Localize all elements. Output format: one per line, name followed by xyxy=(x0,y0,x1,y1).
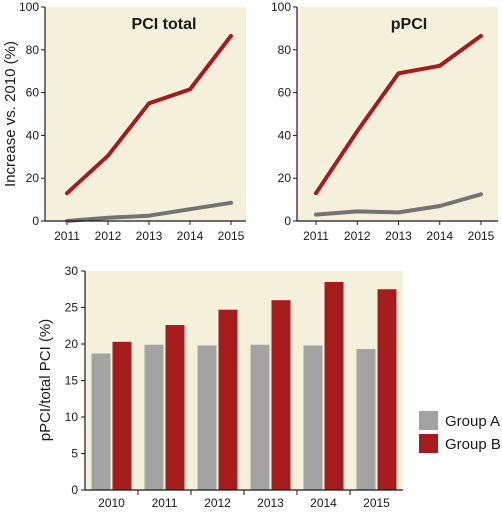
bar-group-a xyxy=(303,345,323,490)
series-line-group-a xyxy=(314,192,483,217)
plot-area-ppci xyxy=(297,7,498,221)
plot-area-pci-total xyxy=(45,7,246,221)
x-tick-label: 2015 xyxy=(363,496,390,510)
x-tick-label: 2014 xyxy=(310,496,337,510)
bar-group-b xyxy=(218,309,238,490)
y-tick-label: 0 xyxy=(284,214,291,228)
legend-swatch-group-b xyxy=(419,434,438,453)
y-tick-label: 100 xyxy=(271,0,291,14)
y-tick-label: 60 xyxy=(26,86,40,100)
legend-label-group-a: Group A xyxy=(445,413,500,430)
x-tick-label: 2012 xyxy=(344,229,371,243)
y-tick-label: 15 xyxy=(65,374,79,388)
bar-group-b xyxy=(271,300,291,490)
y-tick-label: 100 xyxy=(19,0,39,14)
x-tick-label: 2014 xyxy=(426,229,453,243)
y-axis-label-increase: Increase vs. 2010 (%) xyxy=(2,41,19,187)
chart-title-pci-total: PCI total xyxy=(132,16,197,33)
x-tick-label: 2013 xyxy=(136,229,163,243)
panel-ppci-ratio: 0 5 10 15 20 25 30 2010 2011 2012 2013 2014 2015 pP… xyxy=(37,264,403,510)
x-tick-label: 2011 xyxy=(152,496,178,510)
x-tick-label: 2014 xyxy=(177,229,204,243)
bar-group-a xyxy=(250,344,270,490)
x-tick-label: 2010 xyxy=(98,496,125,510)
bar-group-b xyxy=(165,325,185,490)
legend-item-group-b: Group B xyxy=(419,434,501,453)
panel-pci-total: 0 20 40 60 80 100 2011 2012 2013 2014 2015 PCI to… xyxy=(2,0,246,243)
x-tick-label: 2015 xyxy=(218,229,245,243)
x-tick-label: 2011 xyxy=(303,229,329,243)
legend: Group A Group B xyxy=(419,411,501,453)
y-axis-label-ratio: pPCI/total PCI (%) xyxy=(37,319,54,442)
x-tick-label: 2012 xyxy=(204,496,231,510)
chart-title-ppci: pPCI xyxy=(391,16,427,33)
y-tick-label: 0 xyxy=(32,214,39,228)
bar-group-a xyxy=(91,353,111,490)
series-line-group-b xyxy=(65,33,233,196)
series-line-group-a xyxy=(65,200,233,223)
plot-area-ppci-ratio xyxy=(85,271,403,490)
bar-group-b xyxy=(112,341,132,490)
x-tick-label: 2011 xyxy=(54,229,80,243)
y-tick-label: 0 xyxy=(71,483,78,497)
bar-group-a xyxy=(197,345,217,490)
x-tick-label: 2013 xyxy=(385,229,412,243)
legend-swatch-group-a xyxy=(419,411,438,430)
legend-item-group-a: Group A xyxy=(419,411,500,430)
y-tick-label: 25 xyxy=(65,301,79,315)
bar-group-a xyxy=(356,349,376,490)
series-line-group-b xyxy=(314,33,483,196)
bar-group-b xyxy=(324,281,344,490)
y-tick-label: 5 xyxy=(71,447,78,461)
x-tick-label: 2012 xyxy=(95,229,122,243)
panel-ppci: 0 20 40 60 80 100 2011 2012 2013 2014 2015 pPCI xyxy=(271,0,498,243)
y-tick-label: 30 xyxy=(65,264,79,278)
y-tick-label: 20 xyxy=(65,337,79,351)
y-tick-label: 80 xyxy=(26,43,40,57)
bar-group-a xyxy=(144,344,164,490)
x-tick-label: 2015 xyxy=(468,229,495,243)
bar-group-b xyxy=(377,289,397,490)
y-tick-label: 40 xyxy=(278,128,292,142)
y-tick-label: 60 xyxy=(278,86,292,100)
y-tick-label: 10 xyxy=(65,410,79,424)
legend-label-group-b: Group B xyxy=(445,436,501,453)
y-tick-label: 80 xyxy=(278,43,292,57)
x-tick-label: 2013 xyxy=(257,496,284,510)
y-tick-label: 40 xyxy=(26,128,40,142)
y-tick-label: 20 xyxy=(278,171,292,185)
y-tick-label: 20 xyxy=(26,171,40,185)
